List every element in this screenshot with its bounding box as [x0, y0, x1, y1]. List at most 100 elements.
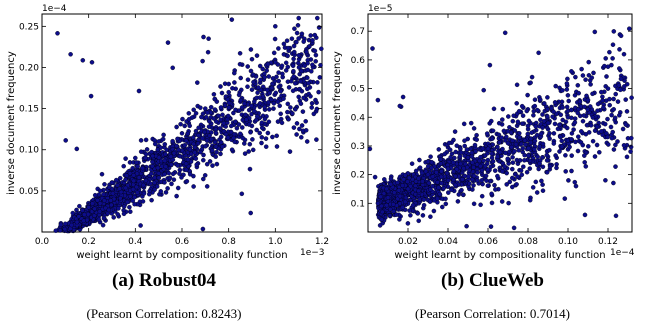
scatter-point — [286, 85, 292, 90]
scatter-point — [513, 141, 519, 147]
scatter-point — [601, 105, 606, 110]
scatter-point — [138, 138, 144, 143]
scatter-point — [109, 202, 114, 208]
scatter-point — [624, 154, 630, 160]
scatter-point — [271, 101, 277, 106]
scatter-point — [588, 82, 593, 87]
scatter-point — [477, 158, 482, 164]
scatter-point — [219, 90, 225, 96]
scatter-point — [524, 108, 530, 114]
scatter-point — [532, 138, 538, 144]
scatter-point — [310, 38, 315, 43]
scatter-point — [237, 61, 243, 67]
scatter-point — [143, 151, 149, 157]
scatter-point — [550, 114, 555, 119]
scatter-point — [221, 120, 227, 126]
scatter-point — [405, 186, 411, 192]
scatter-point — [109, 180, 115, 185]
scatter-point — [442, 151, 447, 157]
scatter-point — [514, 182, 519, 187]
scatter-point — [553, 153, 558, 158]
x-tick-label: 0.0 — [35, 237, 50, 247]
scatter-point — [198, 149, 203, 155]
scatter-point — [621, 51, 627, 57]
scatter-point — [564, 104, 570, 110]
scatter-point — [522, 138, 528, 143]
scatter-point — [254, 53, 260, 58]
scatter-point — [211, 116, 217, 121]
scatter-point — [162, 158, 168, 164]
scatter-point — [156, 171, 162, 176]
scatter-point — [312, 48, 318, 54]
x-tick-label: 0.12 — [598, 237, 618, 247]
scatter-point — [480, 181, 485, 187]
scatter-point — [375, 97, 381, 103]
scatter-point — [400, 205, 405, 210]
scatter-point — [170, 171, 176, 177]
scatter-point — [452, 155, 457, 161]
scatter-point — [293, 107, 298, 112]
scatter-point — [133, 155, 138, 161]
scatter-point — [291, 68, 296, 74]
scatter-point — [127, 204, 132, 210]
scatter-point — [391, 190, 397, 195]
scatter-point — [180, 116, 185, 122]
scatter-point — [115, 212, 120, 217]
scatter-point — [281, 41, 287, 47]
scatter-point — [567, 144, 572, 150]
scatter-point — [489, 136, 495, 142]
scatter-point — [605, 86, 611, 91]
scatter-point — [487, 121, 492, 126]
scatter-point — [434, 170, 439, 175]
scatter-point — [218, 117, 223, 122]
scatter-point — [226, 105, 232, 110]
scatter-point — [584, 122, 590, 128]
x-tick-label: 1.0 — [268, 237, 283, 247]
scatter-point — [564, 125, 570, 131]
scatter-point — [462, 138, 467, 143]
scatter-point — [135, 164, 140, 169]
scatter-point — [525, 123, 531, 129]
scatter-point — [540, 125, 545, 130]
scatter-point — [446, 140, 452, 146]
scatter-point — [510, 118, 516, 124]
scatter-point — [489, 151, 495, 157]
scatter-point — [196, 133, 201, 138]
scatter-point — [305, 86, 310, 92]
scatter-point — [580, 142, 586, 148]
scatter-point — [586, 73, 592, 78]
x-tick-label: 0.2 — [82, 237, 96, 247]
scatter-point — [257, 101, 263, 106]
scatter-point — [304, 139, 310, 144]
y-exponent-robust04: 1e−4 — [42, 4, 67, 14]
scatter-point — [609, 112, 614, 118]
scatter-point — [406, 175, 412, 181]
scatter-point — [80, 58, 86, 63]
scatter-point — [121, 204, 127, 209]
scatter-point — [158, 189, 164, 194]
scatter-point — [88, 93, 94, 99]
scatter-point — [220, 112, 225, 118]
scatter-point — [270, 134, 275, 140]
scatter-point — [590, 138, 596, 144]
scatter-point — [275, 62, 281, 67]
scatter-point — [510, 184, 515, 190]
scatter-point — [250, 72, 256, 77]
scatter-point — [259, 135, 265, 140]
scatter-point — [289, 36, 295, 41]
scatter-point — [367, 146, 373, 152]
scatter-point — [62, 226, 68, 232]
scatter-point — [270, 76, 276, 81]
scatter-point — [97, 209, 103, 214]
y-tick-label: 0.20 — [19, 63, 39, 73]
x-tick-label: 1.2 — [315, 237, 329, 247]
scatter-point — [275, 99, 281, 105]
scatter-point — [136, 88, 142, 94]
scatter-point — [303, 128, 309, 133]
scatter-point — [457, 153, 463, 159]
scatter-point — [248, 130, 253, 135]
scatter-point — [270, 81, 275, 87]
scatter-point — [491, 106, 497, 112]
scatter-point — [501, 128, 507, 134]
